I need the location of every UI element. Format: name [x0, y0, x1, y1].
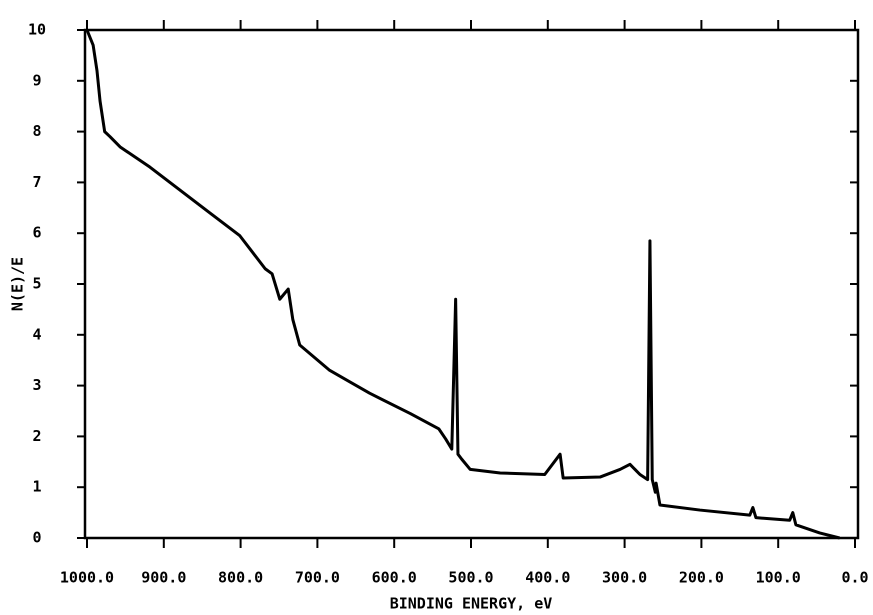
- y-tick-label: 1: [32, 478, 41, 496]
- x-tick-label: 400.0: [525, 569, 570, 587]
- x-tick-label: 200.0: [679, 569, 724, 587]
- x-tick-label: 900.0: [141, 569, 186, 587]
- plot-frame: [83, 28, 860, 540]
- x-tick-label: 0.0: [841, 569, 868, 587]
- x-tick-label: 600.0: [372, 569, 417, 587]
- x-tick-label: 1000.0: [60, 569, 114, 587]
- y-tick-label: 0: [32, 529, 41, 547]
- x-axis-label: BINDING ENERGY, eV: [390, 595, 553, 613]
- y-tick-label: 10: [28, 21, 46, 39]
- y-tick-label: 7: [32, 173, 41, 191]
- y-tick-label: 3: [32, 376, 41, 394]
- y-tick-label: 4: [32, 325, 41, 343]
- y-tick-label: 6: [32, 224, 41, 242]
- y-tick-label: 2: [32, 427, 41, 445]
- x-tick-label: 500.0: [448, 569, 493, 587]
- y-tick-label: 9: [32, 71, 41, 89]
- x-tick-label: 700.0: [295, 569, 340, 587]
- x-tick-label: 800.0: [218, 569, 263, 587]
- y-tick-label: 5: [32, 275, 41, 293]
- spectrum-line: [85, 29, 841, 540]
- x-tick-label: 100.0: [756, 569, 801, 587]
- y-axis-label: N(E)/E: [9, 257, 27, 311]
- x-tick-label: 300.0: [602, 569, 647, 587]
- y-tick-label: 8: [32, 122, 41, 140]
